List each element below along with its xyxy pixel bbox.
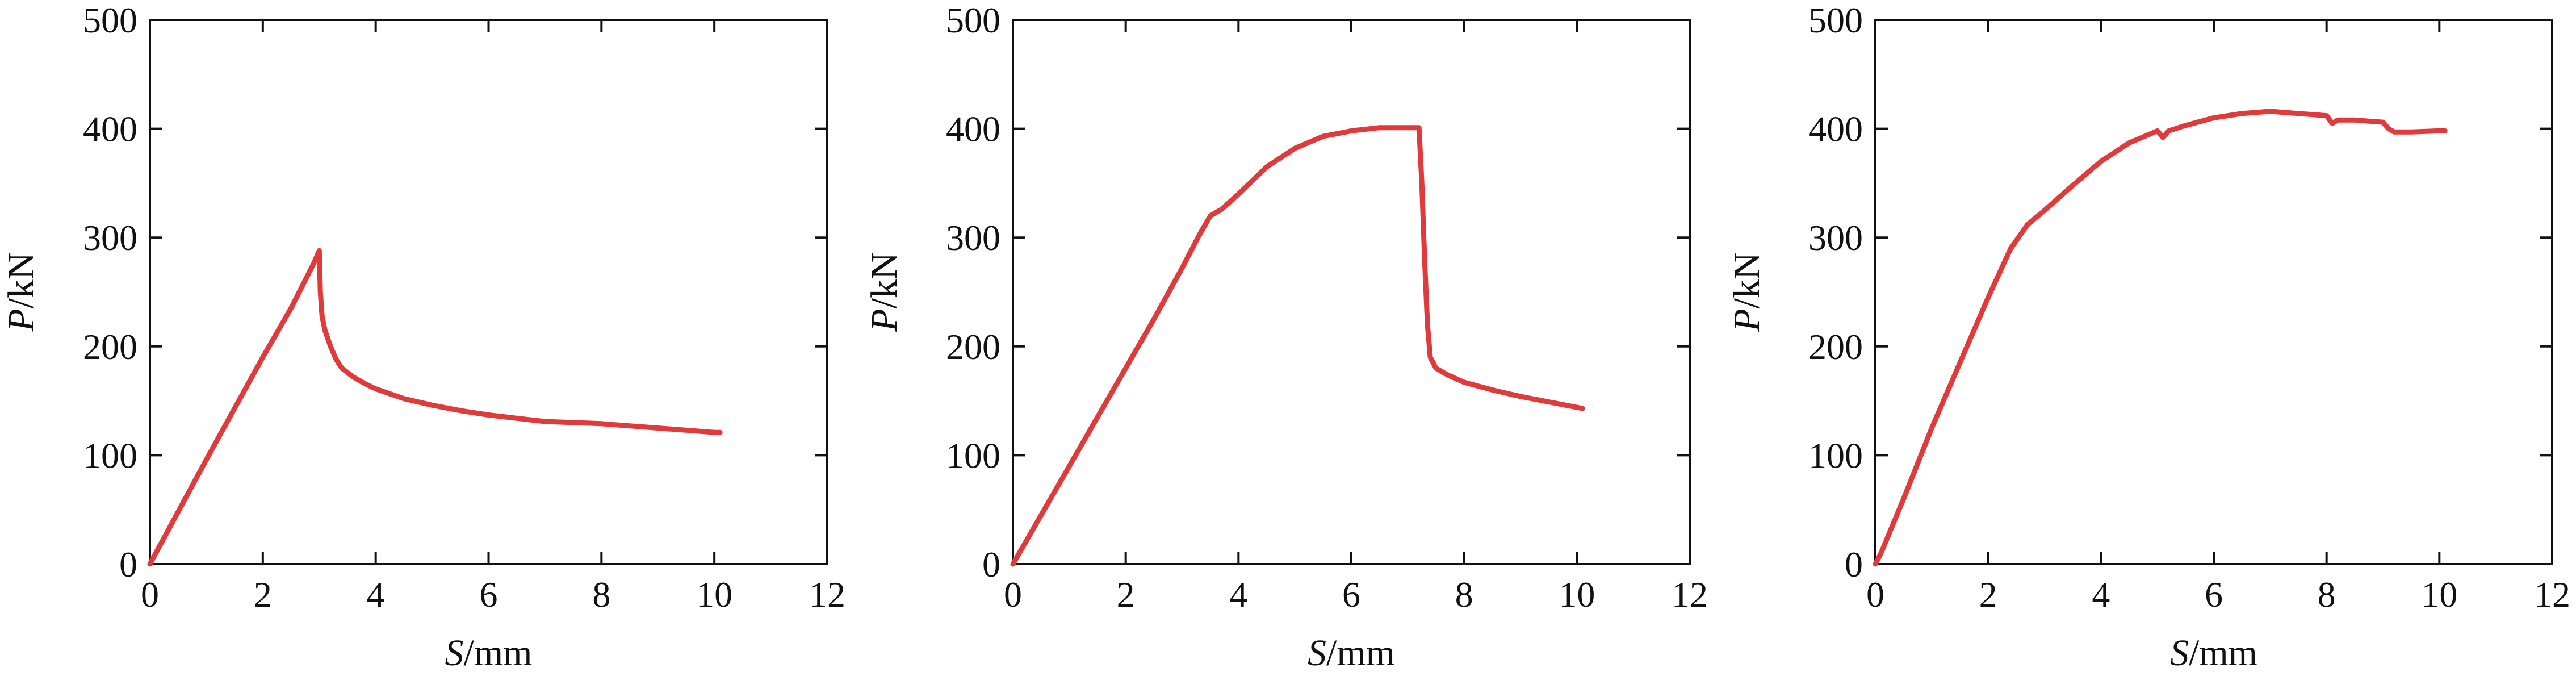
x-tick-label: 0 (1004, 574, 1022, 615)
y-tick-label: 500 (946, 0, 1000, 40)
x-axis-unit: /mm (1326, 632, 1395, 674)
x-tick-label: 2 (254, 574, 272, 615)
y-tick-label: 200 (83, 327, 137, 367)
x-tick-label: 6 (2205, 574, 2223, 615)
y-tick-label: 500 (1808, 0, 1863, 40)
x-tick-label: 12 (2534, 574, 2570, 615)
load-displacement-curve (1010, 125, 1585, 567)
y-tick-label: 300 (946, 218, 1000, 258)
x-tick-label: 8 (592, 574, 610, 615)
load-displacement-curve (147, 248, 723, 567)
y-tick-label: 100 (1808, 435, 1863, 475)
x-tick-label: 10 (696, 574, 732, 615)
x-axis-variable: S (445, 632, 463, 674)
x-tick-label: 4 (367, 574, 385, 615)
y-tick-label: 100 (946, 435, 1000, 475)
y-tick-label: 400 (946, 109, 1000, 149)
x-tick-label: 8 (2318, 574, 2336, 615)
x-axis-variable: S (1308, 632, 1326, 674)
y-tick-label: 400 (83, 109, 137, 149)
y-tick-label: 500 (83, 0, 137, 40)
x-tick-label: 12 (1672, 574, 1708, 615)
y-tick-label: 300 (1808, 218, 1863, 258)
x-tick-label: 10 (2421, 574, 2457, 615)
plot-frame (1012, 19, 1691, 565)
y-tick-label: 0 (119, 544, 137, 585)
x-axis-label: S/mm (445, 632, 532, 674)
x-tick-label: 2 (1979, 574, 1997, 615)
x-axis-unit: /mm (463, 632, 532, 674)
y-tick-label: 0 (982, 544, 1000, 585)
y-axis-label: P/kN (864, 252, 905, 332)
x-tick-label: 0 (141, 574, 159, 615)
y-axis-variable: P (864, 308, 905, 332)
x-tick-label: 6 (480, 574, 498, 615)
y-tick-label: 100 (83, 435, 137, 475)
chart-panel-3: 0 2 4 6 8 10 12 0 100 200 300 400 500 S/mm P/kN (1726, 0, 2570, 674)
y-tick-label: 300 (83, 218, 137, 258)
y-tick-label: 200 (1808, 327, 1863, 367)
y-tick-label: 200 (946, 327, 1000, 367)
chart-panel-2: 0 2 4 6 8 10 12 0 100 200 300 400 500 S/mm P/kN (864, 0, 1708, 674)
y-axis-label: P/kN (1, 252, 42, 332)
x-tick-label: 6 (1342, 574, 1360, 615)
y-axis-unit: /kN (864, 252, 905, 308)
load-displacement-curve (1873, 109, 2448, 567)
x-axis-variable: S (2170, 632, 2189, 674)
y-axis-unit: /kN (1, 252, 42, 308)
chart-panel-1: 0 2 4 6 8 10 12 0 100 200 300 400 500 S/mm P/kN (1, 0, 845, 674)
y-axis-variable: P (1726, 308, 1767, 332)
x-axis-unit: /mm (2189, 632, 2257, 674)
y-tick-label: 0 (1845, 544, 1863, 585)
plot-frame (149, 19, 828, 565)
x-axis-label: S/mm (1308, 632, 1395, 674)
x-tick-label: 0 (1866, 574, 1884, 615)
y-axis-unit: /kN (1726, 252, 1767, 308)
x-tick-label: 10 (1559, 574, 1595, 615)
plot-frame (1874, 19, 2553, 565)
y-tick-label: 400 (1808, 109, 1863, 149)
x-tick-label: 12 (809, 574, 845, 615)
y-axis-label: P/kN (1726, 252, 1767, 332)
x-tick-label: 8 (1455, 574, 1473, 615)
x-tick-label: 2 (1117, 574, 1135, 615)
x-tick-label: 4 (2092, 574, 2110, 615)
y-axis-variable: P (1, 308, 42, 332)
x-axis-label: S/mm (2170, 632, 2257, 674)
x-tick-label: 4 (1229, 574, 1247, 615)
